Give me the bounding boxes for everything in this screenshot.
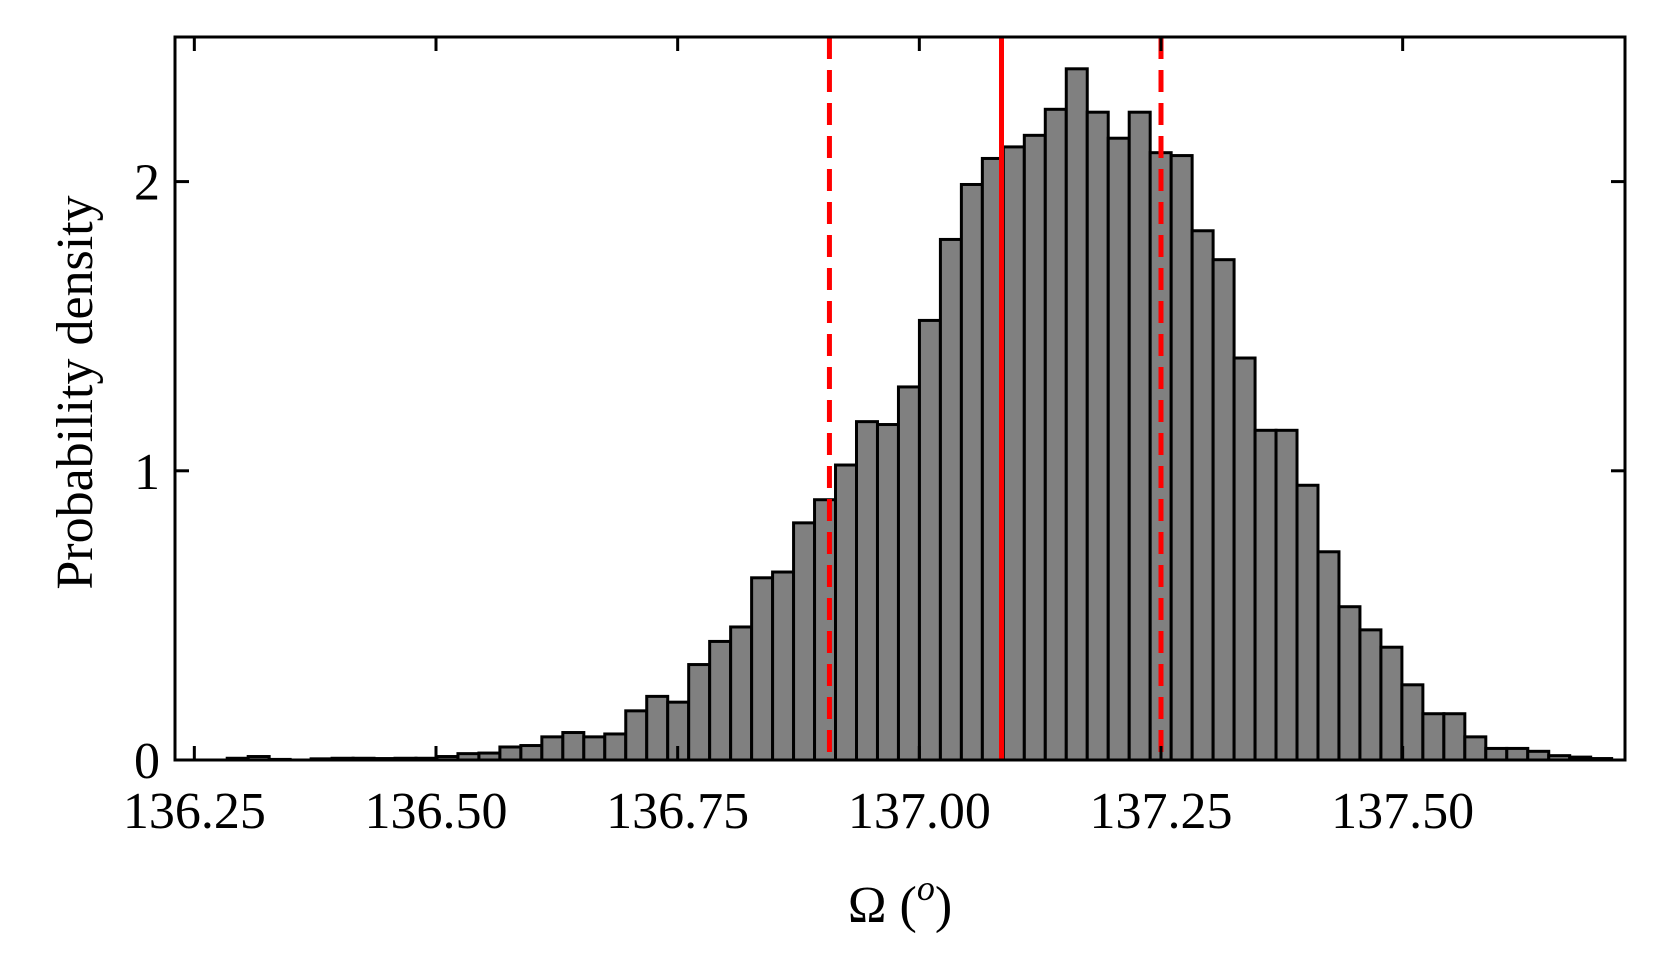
histogram-bar [1400, 683, 1425, 762]
histogram-bar [1316, 550, 1341, 762]
histogram-bar [729, 625, 754, 762]
histogram-bar [1274, 428, 1299, 762]
histogram-bar [1379, 645, 1404, 762]
histogram-bar [1022, 133, 1047, 762]
histogram-bar [1232, 356, 1257, 762]
histogram-bar [1505, 746, 1530, 762]
x-axis-title: Ω (o) [848, 868, 952, 934]
x-tick-label: 137.25 [1090, 783, 1233, 840]
histogram-bar [1043, 107, 1068, 762]
histogram-bar [1169, 154, 1194, 762]
histogram-bar [813, 498, 838, 762]
histogram-bar [959, 182, 984, 762]
y-tick-labels: 0 1 2 [134, 155, 160, 790]
x-axis-title-main: Ω ( [848, 877, 917, 934]
histogram-bar [708, 639, 733, 762]
histogram-bar [1484, 746, 1509, 762]
x-tick-label: 137.50 [1331, 783, 1474, 840]
histogram-bar [792, 521, 817, 762]
histogram-bar [896, 385, 921, 762]
reference-lines-group [826, 37, 1164, 760]
histogram-bar [519, 744, 544, 762]
histogram-bar [624, 709, 649, 762]
histogram-bar [1337, 605, 1362, 762]
histogram-bar [834, 463, 859, 762]
x-tick-label: 136.25 [123, 783, 266, 840]
x-tick-labels: 136.25 136.50 136.75 137.00 137.25 137.50 [123, 783, 1474, 840]
y-axis-title: Probability density [47, 195, 104, 589]
histogram-bar [645, 694, 670, 762]
histogram-bar [1295, 483, 1320, 762]
histogram-bar [750, 576, 775, 762]
histogram-bar [603, 732, 628, 762]
y-tick-label: 2 [134, 155, 160, 212]
histogram-bar [1001, 145, 1026, 762]
x-axis-title-superscript: o [917, 868, 935, 908]
histogram-bar [1085, 110, 1110, 762]
histogram-bar [561, 731, 586, 762]
x-tick-label: 137.00 [848, 783, 991, 840]
histogram-bar [1106, 136, 1131, 762]
histogram-bar [582, 735, 607, 762]
histogram-bar [1463, 735, 1488, 762]
bars-group [225, 67, 1614, 762]
histogram-bar [498, 745, 523, 762]
histogram-bar [1127, 110, 1152, 762]
histogram-bar [855, 420, 879, 762]
y-tick-label: 1 [134, 444, 160, 501]
histogram-bar [687, 663, 712, 762]
histogram-bar [1190, 229, 1215, 762]
histogram-bar [1064, 67, 1089, 762]
histogram-bar [1421, 712, 1446, 762]
histogram-bar [938, 237, 963, 762]
histogram-bar [540, 735, 565, 762]
x-tick-label: 136.50 [365, 783, 508, 840]
x-axis-title-close: ) [935, 877, 952, 934]
x-tick-label: 136.75 [606, 783, 749, 840]
histogram-bar [1253, 428, 1278, 762]
histogram-bar [917, 318, 942, 762]
histogram-bar [1442, 712, 1467, 762]
histogram-bar [1358, 628, 1383, 762]
ticks-group [175, 37, 1625, 762]
plot-frame [173, 35, 1627, 762]
histogram-bar [771, 570, 796, 762]
y-tick-label: 0 [134, 733, 160, 790]
histogram-bar [875, 423, 900, 762]
histogram-bar [1211, 258, 1236, 762]
